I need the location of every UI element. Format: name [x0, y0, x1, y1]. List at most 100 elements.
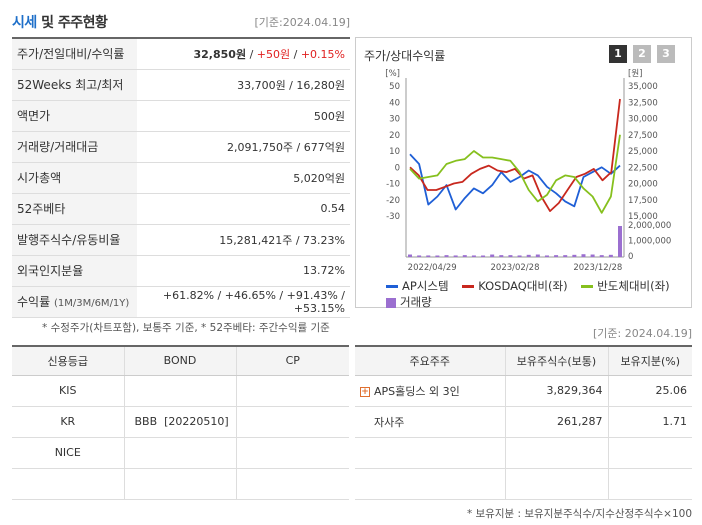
volume-bar: [499, 255, 503, 257]
agency-cell: [12, 468, 124, 499]
legend-label: KOSDAQ대비(좌): [478, 279, 567, 293]
table-row: 자사주 261,287 1.71: [355, 406, 692, 437]
table-row: 거래량/거래대금 2,091,750주 / 677억원: [12, 131, 350, 162]
cp-cell: [236, 468, 349, 499]
stake-cell: [608, 437, 692, 468]
legend-label: AP시스템: [402, 279, 449, 293]
chart-legend: AP시스템 KOSDAQ대비(좌) 반도체대비(좌) 거래량: [386, 278, 686, 310]
holder-name-cell: [355, 437, 505, 468]
table-row: 주가/전일대비/수익률 32,850원 / +50원 / +0.15%: [12, 38, 350, 69]
left-tick-label: 50: [389, 82, 400, 92]
cp-cell: [236, 375, 349, 406]
table-row: 52Weeks 최고/최저 33,700원 / 16,280원: [12, 69, 350, 100]
bond-cell: BBB [20220510]: [124, 406, 236, 437]
volume-bar: [426, 255, 430, 257]
volume-tick-label: 1,000,000: [628, 237, 671, 247]
legend-item: 반도체대비(좌): [581, 278, 669, 294]
volume-value: 2,091,750주 / 677억원: [137, 131, 350, 162]
returns-label-text: 수익률: [17, 295, 50, 309]
agency-cell: NICE: [12, 437, 124, 468]
table-row: KR BBB [20220510]: [12, 406, 349, 437]
x-tick-label: 2023/02/28: [491, 263, 540, 273]
left-tick-label: 20: [389, 131, 400, 141]
volume-bar: [572, 255, 576, 257]
column-header: 보유지분(%): [608, 346, 692, 375]
left-tick-label: -30: [386, 212, 400, 222]
stake-cell: 25.06: [608, 375, 692, 406]
right-tick-label: 17,500: [628, 196, 658, 206]
volume-bar: [563, 255, 567, 257]
price-change-pct: +0.15%: [301, 48, 345, 61]
right-unit-label: [원]: [628, 69, 642, 79]
chart-panel: 주가/상대수익률 1 2 3 [%] [원] 50 40 30 20 10 0 -10 -20 -3…: [355, 37, 692, 308]
holder-name-cell[interactable]: + APS홀딩스 외 3인: [355, 375, 505, 406]
bond-cell: [124, 375, 236, 406]
separator: /: [338, 289, 345, 302]
price-relative-chart: [%] [원]50403020100-10-20-3035,00032,50030…: [356, 38, 691, 273]
table-row: + APS홀딩스 외 3인 3,829,364 25.06: [355, 375, 692, 406]
left-tick-label: 0: [395, 163, 400, 173]
section-header: 시세 및 주주현황 [기준:2024.04.19]: [12, 10, 350, 34]
credit-rating-table: 신용등급 BOND CP KIS KR BBB [20220510] NICE: [12, 345, 349, 500]
face-value-label: 액면가: [12, 100, 137, 131]
column-header: BOND: [124, 346, 236, 375]
volume-bar: [435, 256, 439, 258]
volume-bar: [527, 255, 531, 257]
x-tick-label: 2023/12/28: [573, 263, 622, 273]
shares-cell: 261,287: [505, 406, 608, 437]
return-3m: +46.65%: [225, 289, 276, 302]
legend-swatch: [462, 285, 474, 288]
price-change: +50원: [257, 48, 290, 61]
volume-bar: [490, 255, 494, 257]
volume-bar: [445, 255, 449, 257]
price-footnote: * 수정주가(차트포함), 보통주 기준, * 52주베타: 주간수익률 기준: [42, 320, 330, 335]
volume-bar: [591, 255, 595, 257]
left-tick-label: 30: [389, 115, 400, 125]
volume-bar: [454, 255, 458, 257]
foreign-ownership-label: 외국인지분율: [12, 255, 137, 286]
table-row: 액면가 500원: [12, 100, 350, 131]
bond-cell: [124, 437, 236, 468]
agency-cell: KIS: [12, 375, 124, 406]
holders-footnote: * 보유지분 : 보유지분주식수/지수산정주식수×100: [467, 506, 692, 521]
shares-label: 발행주식수/유동비율: [12, 224, 137, 255]
volume-bar: [618, 226, 622, 257]
reference-date: [기준:2024.04.19]: [254, 14, 350, 30]
legend-item: KOSDAQ대비(좌): [462, 278, 567, 294]
shares-cell: [505, 468, 608, 499]
right-tick-label: 20,000: [628, 180, 658, 190]
shares-cell: 3,829,364: [505, 375, 608, 406]
holder-name: APS홀딩스 외 3인: [374, 385, 460, 398]
left-tick-label: 40: [389, 98, 400, 108]
right-tick-label: 30,000: [628, 115, 658, 125]
plus-icon[interactable]: +: [360, 387, 370, 397]
volume-bar: [472, 255, 476, 257]
volume-bar: [609, 255, 613, 257]
volume-bar: [554, 255, 558, 257]
major-holders-table: 주요주주 보유주식수(보통) 보유지분(%) + APS홀딩스 외 3인 3,82…: [355, 345, 692, 500]
volume-label: 거래량/거래대금: [12, 131, 137, 162]
legend-swatch: [386, 285, 398, 288]
column-header: 신용등급: [12, 346, 124, 375]
holder-name-cell: [355, 468, 505, 499]
title-highlight: 시세: [12, 15, 37, 31]
return-1y: +53.15%: [294, 302, 345, 315]
market-cap-value: 5,020억원: [137, 162, 350, 193]
separator: /: [214, 289, 225, 302]
table-row: [355, 437, 692, 468]
volume-bar: [508, 255, 512, 257]
stake-cell: 1.71: [608, 406, 692, 437]
table-row: NICE: [12, 437, 349, 468]
right-tick-label: 22,500: [628, 163, 658, 173]
price-summary-table: 주가/전일대비/수익률 32,850원 / +50원 / +0.15% 52We…: [12, 37, 350, 318]
returns-label: 수익률 (1M/3M/6M/1Y): [12, 286, 137, 317]
volume-bar: [545, 255, 549, 257]
volume-bar: [463, 255, 467, 257]
volume-tick-label: 0: [628, 252, 633, 262]
volume-bar: [481, 256, 485, 258]
left-unit-label: [%]: [385, 69, 400, 79]
return-6m: +91.43%: [287, 289, 338, 302]
left-tick-label: -10: [386, 180, 400, 190]
table-row: 외국인지분율 13.72%: [12, 255, 350, 286]
shares-value: 15,281,421주 / 73.23%: [137, 224, 350, 255]
